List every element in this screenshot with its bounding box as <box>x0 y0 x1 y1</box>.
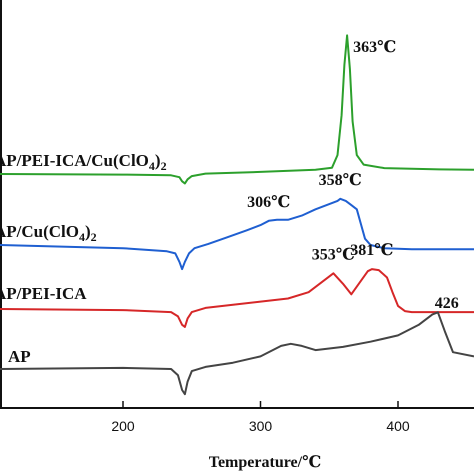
peak-label-1-1: 358℃ <box>319 172 362 189</box>
series-name-part-sub2: 2 <box>91 230 97 244</box>
plot-frame <box>0 0 474 409</box>
series-line-0 <box>0 34 474 185</box>
x-axis-title: Temperature/℃ <box>209 454 322 471</box>
series-name-part-text: AP/Cu(ClO <box>0 222 79 241</box>
series-line-1 <box>0 197 474 271</box>
series-name-part-sub: 4 <box>79 230 85 244</box>
series-name-label-3: AP <box>8 347 31 366</box>
peak-label-0-0: 363℃ <box>353 39 396 56</box>
x-tick-label-300: 300 <box>249 418 273 434</box>
series-name-part-sub: 4 <box>149 159 155 173</box>
series-name-label-1: AP/Cu(ClO4)2 <box>0 222 97 244</box>
series-layer <box>0 34 474 396</box>
series-name-part-text: AP/PEI-ICA/Cu(ClO <box>0 151 149 170</box>
series-name-part-text: AP <box>8 347 31 366</box>
x-tick-label-400: 400 <box>386 418 410 434</box>
series-line-3 <box>0 311 474 396</box>
peak-label-1-0: 306℃ <box>247 194 290 211</box>
x-tick-label-200: 200 <box>111 418 135 434</box>
series-name-part-text: AP/PEI-ICA <box>0 284 87 303</box>
x-axis-ticks: 200 300 400 <box>111 401 410 434</box>
series-name-label-2: AP/PEI-ICA <box>0 284 87 303</box>
peak-label-3-0: 426 <box>435 295 459 312</box>
series-name-label-0: AP/PEI-ICA/Cu(ClO4)2 <box>0 151 167 173</box>
series-name-part-sub2: 2 <box>161 159 167 173</box>
peak-label-2-1: 381℃ <box>350 242 393 259</box>
series-name-part-close: ) <box>85 222 91 241</box>
peak-label-2-0: 353℃ <box>312 246 355 263</box>
series-line-2 <box>0 268 474 328</box>
series-name-part-close: ) <box>155 151 161 170</box>
